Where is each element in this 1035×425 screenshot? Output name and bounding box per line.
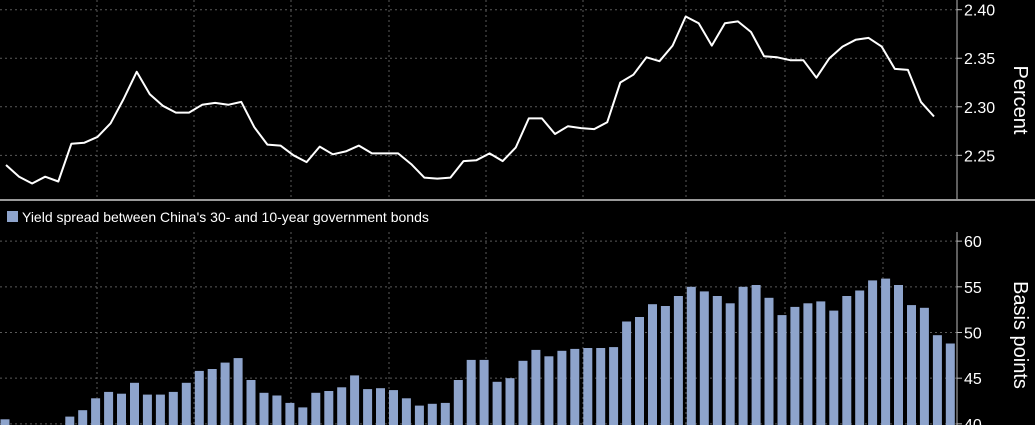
spread-bar — [104, 391, 114, 425]
top-y-tick-label: 2.30 — [964, 100, 995, 117]
spread-bar — [194, 370, 204, 425]
top-vertical-gridlines — [96, 0, 884, 199]
spread-bar — [596, 348, 606, 425]
spread-bar — [712, 296, 722, 425]
bottom-y-tick-label: 40 — [964, 417, 982, 425]
spread-bar — [298, 407, 308, 425]
spread-bar — [816, 301, 826, 425]
spread-bar — [738, 286, 748, 425]
spread-bar — [155, 394, 165, 425]
spread-bar — [466, 359, 476, 425]
spread-bars — [0, 278, 955, 425]
legend-swatch — [7, 211, 18, 222]
spread-bar — [311, 392, 321, 425]
spread-bar — [440, 402, 450, 425]
spread-bar — [376, 388, 385, 425]
spread-bar — [389, 390, 398, 425]
spread-bar — [78, 410, 88, 425]
spread-bar — [401, 398, 411, 425]
spread-bar — [777, 315, 787, 425]
spread-bar — [453, 380, 463, 425]
spread-bar — [505, 378, 515, 425]
spread-bar — [557, 350, 567, 425]
bottom-y-tick-label: 45 — [964, 371, 982, 388]
spread-bar — [609, 347, 619, 425]
spread-bar — [583, 348, 593, 425]
spread-bar — [142, 394, 152, 425]
spread-bar — [570, 348, 580, 425]
bottom-y-axis-ticks: 40 45 50 55 60 — [957, 234, 982, 425]
bottom-y-tick-label: 60 — [964, 234, 982, 251]
spread-bar — [829, 310, 839, 425]
spread-bar — [751, 285, 761, 425]
spread-bar — [660, 306, 670, 425]
spread-bar — [259, 392, 269, 425]
spread-bar — [764, 297, 774, 425]
yield-line — [5, 15, 935, 185]
spread-bar — [0, 419, 10, 425]
bottom-y-tick-label: 55 — [964, 280, 982, 297]
spread-bar — [220, 362, 230, 425]
spread-bar — [324, 391, 334, 425]
spread-bar — [518, 360, 528, 425]
spread-bar — [246, 380, 256, 425]
top-y-tick-label: 2.40 — [964, 3, 995, 20]
spread-bar — [803, 303, 813, 425]
spread-bar — [725, 303, 735, 425]
spread-bar — [272, 395, 282, 425]
yield-line-panel: 2.25 2.30 2.35 2.40 Percent — [0, 0, 1031, 199]
top-y-tick-label: 2.25 — [964, 148, 995, 165]
spread-bar — [181, 382, 191, 425]
spread-bar — [881, 278, 891, 425]
top-y-axis-title: Percent — [1009, 66, 1031, 135]
spread-bar-panel: Yield spread between China's 30- and 10-… — [0, 209, 1031, 425]
spread-bar — [894, 285, 903, 425]
spread-bar — [945, 343, 955, 425]
spread-bar — [117, 393, 126, 425]
spread-bar — [932, 335, 942, 425]
spread-bar — [414, 405, 424, 425]
spread-bar — [427, 403, 437, 425]
spread-bar — [544, 356, 554, 425]
spread-bar — [492, 381, 502, 425]
spread-bar — [790, 306, 800, 425]
spread-bar — [907, 305, 916, 425]
legend-label: Yield spread between China's 30- and 10-… — [22, 209, 429, 225]
spread-bar — [337, 387, 347, 425]
spread-bar — [919, 307, 929, 425]
top-y-tick-label: 2.35 — [964, 51, 995, 68]
legend: Yield spread between China's 30- and 10-… — [7, 209, 429, 225]
spread-bar — [673, 296, 683, 425]
spread-bar — [635, 317, 644, 425]
spread-bar — [531, 349, 541, 425]
bottom-y-tick-label: 50 — [964, 326, 982, 343]
spread-bar — [686, 286, 696, 425]
spread-bar — [285, 402, 295, 425]
spread-bar — [91, 398, 101, 425]
spread-bar — [622, 321, 632, 425]
spread-bar — [207, 369, 217, 425]
spread-bar — [868, 280, 878, 425]
spread-bar — [699, 291, 709, 425]
spread-bar — [842, 296, 852, 425]
spread-bar — [648, 304, 657, 425]
top-y-axis-ticks: 2.25 2.30 2.35 2.40 — [957, 3, 995, 165]
bottom-y-axis-title: Basis points — [1009, 281, 1031, 389]
spread-bar — [65, 416, 75, 425]
spread-bar — [855, 290, 865, 425]
spread-bar — [168, 391, 178, 425]
spread-bar — [479, 359, 489, 425]
spread-bar — [130, 382, 139, 425]
spread-bar — [363, 389, 373, 425]
spread-bar — [233, 358, 243, 425]
spread-bar — [350, 375, 360, 425]
